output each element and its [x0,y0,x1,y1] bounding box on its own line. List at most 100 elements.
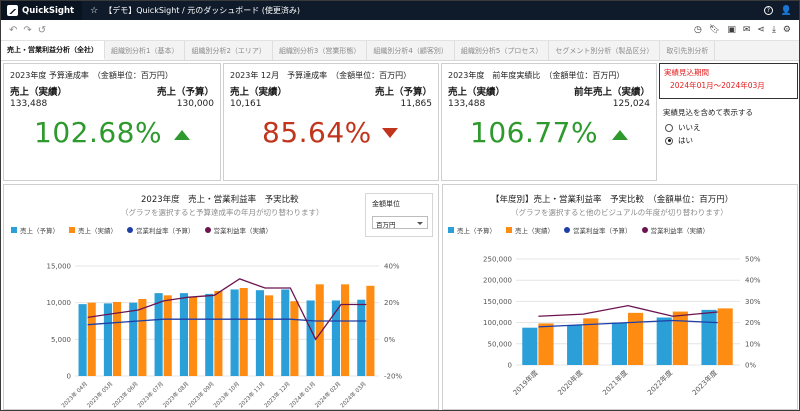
radio-option-yes[interactable]: はい [665,135,693,146]
series-line [87,278,367,341]
bar [205,293,214,376]
y-tick-label: 50,000 [488,340,513,348]
tab-org-customer[interactable]: 組織別分析4（顧客別） [367,41,455,60]
legend-swatch [641,227,648,233]
kpi-budget-achievement-month[interactable]: 2023年 12月 予算達成率 （金額単位：百万円） 売上（実績） 売上（予算）… [223,63,439,181]
undo-icon[interactable]: ↶ [9,24,18,36]
legend-label: 営業利益率（実績） [650,227,710,235]
y-tick-label: 250,000 [483,256,512,264]
tab-customer[interactable]: 取引先別分析 [660,41,716,60]
x-tick-label: 2023年 06月 [110,380,140,409]
kpi-left-value: 133,488 [448,99,486,109]
x-tick-label: 2024年 02月 [313,380,343,409]
favorite-star-icon[interactable]: ☆ [90,5,99,16]
unit-select[interactable]: 百万円 [372,216,428,229]
legend-item[interactable]: 営業利益率（予算） [127,225,195,235]
series-line [538,319,718,328]
unit-selected-value: 百万円 [376,221,396,229]
tab-org-process[interactable]: 組織別分析5（プロセス） [455,41,550,60]
bar [656,317,672,365]
radio-label: いいえ [678,123,701,132]
schedule-icon[interactable]: ◷ [694,25,702,35]
tab-segment[interactable]: セグメント別分析（製品区分） [549,41,661,60]
kpi-right-label: 売上（予算） [156,87,214,98]
help-icon[interactable]: ? [763,5,773,15]
chart-title: 【年度別】売上・営業利益率 予実比較 （金額単位：百万円） [491,195,734,205]
user-icon[interactable]: 👤 [780,5,792,16]
tab-sales-overview[interactable]: 売上・営業利益分析（全社） [1,41,105,60]
x-tick-label: 2020年度 [556,368,585,397]
tab-org-basic[interactable]: 組織別分析1（基本） [105,41,186,60]
bar [717,308,733,365]
y2-tick-label: 50% [745,256,761,264]
bar [138,299,147,376]
legend-swatch [204,227,211,233]
kpi-right-label: 売上（予算） [374,87,432,98]
quicksight-logo[interactable]: QuickSight [1,1,83,20]
y2-tick-label: 0% [384,336,395,344]
x-tick-label: 2023年 11月 [237,380,267,409]
legend-label: 営業利益率（予算） [573,227,632,235]
legend-item[interactable]: 売上（予算） [448,225,496,235]
y-tick-label: 100,000 [483,319,512,327]
bar [179,293,188,376]
legend-item[interactable]: 売上（実績） [506,225,554,235]
yearly-chart-panel[interactable] [442,184,798,410]
legend-item[interactable]: 売上（予算） [11,225,59,235]
threshold-alert-icon[interactable]: ▣ [727,25,736,35]
share-icon[interactable]: ⋖ [757,25,765,35]
legend-item[interactable]: 売上（実績） [69,225,117,235]
dashboard-toolbar: ↶ ↷ ↺ ◷ 🔖︎ ▣ ✉ ⋖ ⤓ ⚙ [1,20,799,41]
redo-icon[interactable]: ↷ [23,24,32,36]
radio-circle[interactable] [665,136,673,145]
kpi-right-value: 11,865 [400,99,433,109]
series-line [538,304,718,317]
y-tick-label: 0 [508,362,512,370]
settings-icon[interactable]: ⚙ [782,25,791,35]
bar [78,304,87,376]
download-icon[interactable]: ⤓ [771,25,776,35]
kpi-right-label: 前年売上（実績） [573,87,650,98]
kpi-budget-achievement-fy[interactable]: 2023年度 予算達成率 （金額単位：百万円） 売上（実績） 売上（予算） 13… [3,63,221,181]
legend-swatch [506,227,512,233]
kpi-left-label: 売上（実績） [10,87,68,98]
x-tick-label: 2019年度 [511,368,540,397]
bar [214,290,223,376]
bar [230,289,239,376]
legend-item[interactable]: 営業利益率（実績） [641,225,710,235]
y2-tick-label: 20% [384,299,400,307]
x-tick-label: 2024年 01月 [288,380,318,409]
include-forecast-label: 実績見込を含めて表示する [663,108,753,117]
tab-org-area[interactable]: 組織別分析2（エリア） [185,41,273,60]
yearly-sales-chart[interactable]: 250,000 200,000 150,000 100,000 50,000 0 50% 40… [442,241,798,409]
bar [154,293,163,376]
radio-option-no[interactable]: いいえ [665,122,701,133]
legend-label: 営業利益率（予算） [136,227,195,235]
legend-swatch [448,227,454,233]
bookmark-icon[interactable]: 🔖︎ [708,25,721,35]
legend-label: 売上（予算） [457,227,496,235]
x-tick-label: 2023年 12月 [262,380,292,409]
legend-item[interactable]: 営業利益率（予算） [564,225,632,235]
bar [87,302,96,376]
subscribe-icon[interactable]: ✉ [742,25,751,35]
bar [255,290,264,376]
trend-up-icon [612,130,628,140]
kpi-left-label: 売上（実績） [230,87,288,98]
tab-org-sales-form[interactable]: 組織別分析3（営業形態） [273,41,368,60]
kpi-left-value: 133,488 [10,99,48,109]
radio-label: はい [678,136,693,145]
x-tick-label: 2023年 07月 [136,380,166,409]
kpi-title: 2023年度 予算達成率 （金額単位：百万円） [10,71,173,80]
radio-circle[interactable] [665,123,673,132]
series-line [87,318,367,326]
bar [701,309,717,365]
bar [331,300,340,376]
dashboard-title: 【デモ】QuickSight / 元のダッシュボード (使更済み) [104,6,300,15]
legend-item[interactable]: 営業利益率（実績） [204,225,272,235]
kpi-yoy-comparison[interactable]: 2023年度 前年度実績比 （金額単位：百万円） 売上（実績） 前年売上（実績）… [441,63,657,181]
bar [290,301,299,376]
reset-icon[interactable]: ↺ [37,24,47,36]
